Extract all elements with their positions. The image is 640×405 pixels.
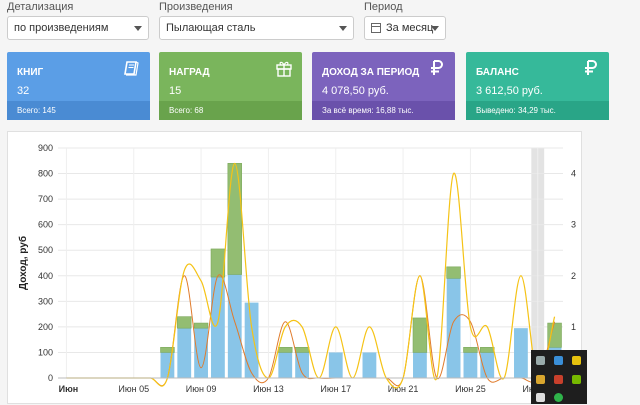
bar-series1 xyxy=(328,352,343,378)
y-tick-label: 500 xyxy=(38,245,53,255)
chevron-down-icon xyxy=(134,26,142,31)
bar-series1 xyxy=(211,277,225,378)
bar-series2 xyxy=(412,317,428,353)
y-tick-label: 200 xyxy=(38,322,53,332)
gift-icon xyxy=(276,61,292,77)
income-chart-panel: 0 100 200 300 400 500 600 700 800 900 1 2 3 4 Июн Июн 0… xyxy=(7,131,582,404)
bar-series1 xyxy=(514,328,528,378)
x-tick-label: Июн xyxy=(59,384,79,394)
y-tick-label: 900 xyxy=(38,143,53,153)
detail-select[interactable]: по произведениям xyxy=(7,16,149,40)
income-card-title: ДОХОД ЗА ПЕРИОД xyxy=(322,67,420,78)
period-select[interactable]: За месяц xyxy=(364,16,446,40)
tray-icon[interactable] xyxy=(554,356,563,365)
y2-tick-label: 4 xyxy=(571,169,576,179)
ruble-icon xyxy=(431,60,443,75)
bar-series2 xyxy=(160,347,175,353)
works-select[interactable]: Пылающая сталь xyxy=(159,16,354,40)
detail-label: Детализация xyxy=(7,1,74,13)
bar-series2 xyxy=(177,316,192,329)
bar-series1 xyxy=(244,302,259,378)
bar-series1 xyxy=(463,352,478,378)
y-axis-title: Доход, руб xyxy=(17,236,29,290)
period-label: Период xyxy=(364,1,403,13)
y-tick-label: 100 xyxy=(38,347,53,357)
books-card-title: КНИГ xyxy=(17,67,44,78)
y-tick-label: 400 xyxy=(38,271,53,281)
y2-tick-label: 2 xyxy=(571,271,576,281)
awards-card-value: 15 xyxy=(169,85,182,97)
ruble-icon xyxy=(585,60,597,75)
income-chart[interactable]: 0 100 200 300 400 500 600 700 800 900 1 2 3 4 Июн Июн 0… xyxy=(8,132,583,405)
system-tray-popup xyxy=(531,350,587,404)
calendar-icon xyxy=(371,23,381,33)
period-select-value: За месяц xyxy=(386,22,434,34)
bar-series1 xyxy=(194,328,208,378)
balance-card-title: БАЛАНС xyxy=(476,67,519,78)
bar-series2 xyxy=(278,347,293,353)
tray-icon[interactable] xyxy=(554,393,563,402)
detail-select-value: по произведениям xyxy=(14,22,109,34)
x-tick-label: Июн 17 xyxy=(320,384,351,394)
books-card-value: 32 xyxy=(17,85,30,97)
income-card-value: 4 078,50 руб. xyxy=(322,85,389,97)
balance-card-footer: Выведено: 34,29 тыс. xyxy=(466,101,609,120)
awards-card[interactable]: НАГРАД 15 Всего: 68 xyxy=(159,52,302,120)
tray-icon[interactable] xyxy=(572,356,581,365)
x-tick-label: Июн 09 xyxy=(186,384,217,394)
y-tick-label: 300 xyxy=(38,296,53,306)
tray-icon[interactable] xyxy=(572,375,581,384)
awards-card-title: НАГРАД xyxy=(169,67,210,78)
y-tick-label: 0 xyxy=(48,373,53,383)
tray-icon[interactable] xyxy=(536,393,545,402)
bar-series1 xyxy=(278,352,293,378)
tray-icon[interactable] xyxy=(554,375,563,384)
income-card-footer: За всё время: 16,88 тыс. xyxy=(312,101,455,120)
bar-series1 xyxy=(413,352,427,378)
bar-series1 xyxy=(177,328,192,378)
x-tick-label: Июн 13 xyxy=(253,384,284,394)
bar-series2 xyxy=(294,347,310,353)
line-series1 xyxy=(66,162,556,389)
income-card[interactable]: ДОХОД ЗА ПЕРИОД 4 078,50 руб. За всё вре… xyxy=(312,52,455,120)
y2-tick-label: 3 xyxy=(571,220,576,230)
x-tick-label: Июн 25 xyxy=(455,384,486,394)
bar-series2 xyxy=(480,347,495,353)
filters-bar: Детализация по произведениям Произведени… xyxy=(0,0,640,48)
tray-icon[interactable] xyxy=(536,375,545,384)
works-label: Произведения xyxy=(159,1,233,13)
x-tick-label: Июн 05 xyxy=(118,384,149,394)
bar-series2 xyxy=(446,266,461,279)
works-select-value: Пылающая сталь xyxy=(166,22,256,34)
bar-series2 xyxy=(463,347,478,353)
bar-series2 xyxy=(227,163,242,275)
y-tick-label: 700 xyxy=(38,194,53,204)
books-card-footer: Всего: 145 xyxy=(7,101,150,120)
bar-series1 xyxy=(160,352,175,378)
bar-series1 xyxy=(362,352,377,378)
book-icon xyxy=(124,61,139,76)
balance-card[interactable]: БАЛАНС 3 612,50 руб. Выведено: 34,29 тыс… xyxy=(466,52,609,120)
chevron-down-icon xyxy=(339,26,347,31)
bar-series1 xyxy=(295,352,309,378)
y2-tick-label: 1 xyxy=(571,322,576,332)
awards-card-footer: Всего: 68 xyxy=(159,101,302,120)
bar-series1 xyxy=(227,274,242,378)
bar-series1 xyxy=(480,352,495,378)
x-tick-label: Июн 21 xyxy=(388,384,419,394)
balance-card-value: 3 612,50 руб. xyxy=(476,85,543,97)
bar-series2 xyxy=(193,322,209,329)
bar-series2 xyxy=(210,248,226,278)
y-tick-label: 600 xyxy=(38,220,53,230)
books-card[interactable]: КНИГ 32 Всего: 145 xyxy=(7,52,150,120)
tray-icon[interactable] xyxy=(536,356,545,365)
chevron-down-icon xyxy=(431,26,439,31)
bar-series1 xyxy=(446,278,461,378)
y-tick-label: 800 xyxy=(38,169,53,179)
